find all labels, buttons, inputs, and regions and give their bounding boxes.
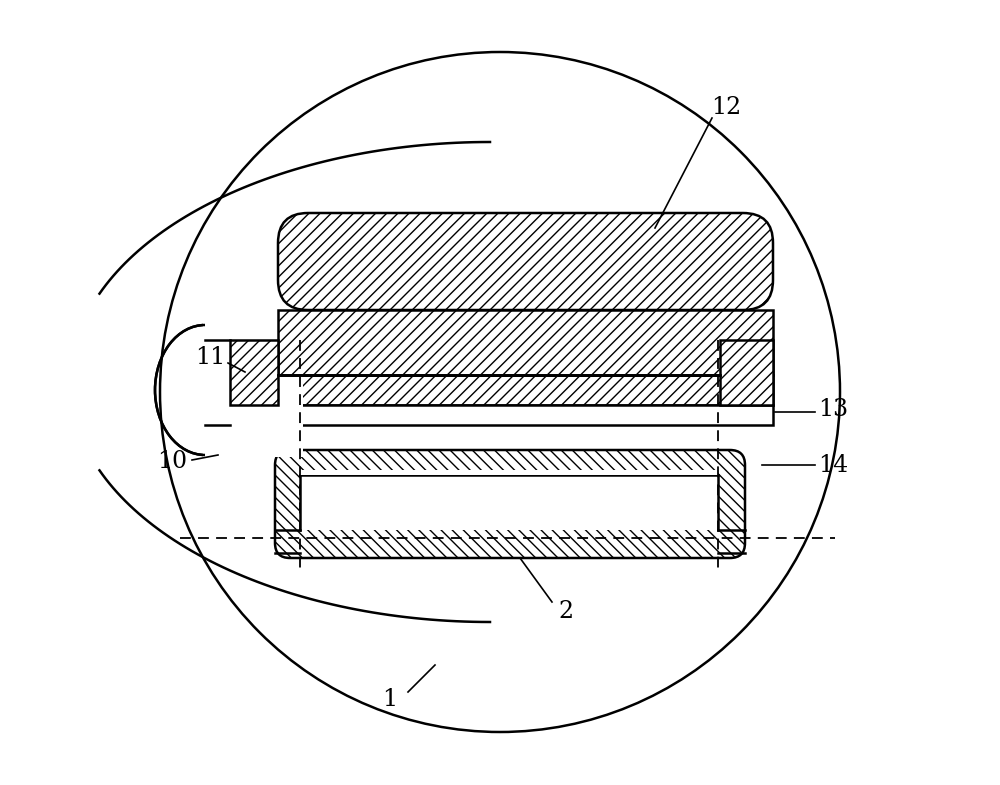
- FancyBboxPatch shape: [275, 450, 745, 558]
- Bar: [230, 375, 773, 405]
- Text: 11: 11: [195, 346, 225, 370]
- Text: 2: 2: [558, 601, 574, 623]
- Bar: [203, 323, 303, 457]
- Bar: [720, 340, 773, 405]
- Bar: [278, 310, 773, 375]
- Text: 12: 12: [711, 97, 741, 119]
- Text: 13: 13: [818, 399, 848, 422]
- Bar: [230, 340, 278, 405]
- Text: 10: 10: [157, 451, 187, 473]
- Bar: [230, 405, 773, 425]
- Bar: [300, 470, 718, 475]
- Text: 1: 1: [382, 688, 398, 711]
- FancyBboxPatch shape: [278, 213, 773, 310]
- Text: 14: 14: [818, 454, 848, 476]
- Bar: [300, 475, 718, 530]
